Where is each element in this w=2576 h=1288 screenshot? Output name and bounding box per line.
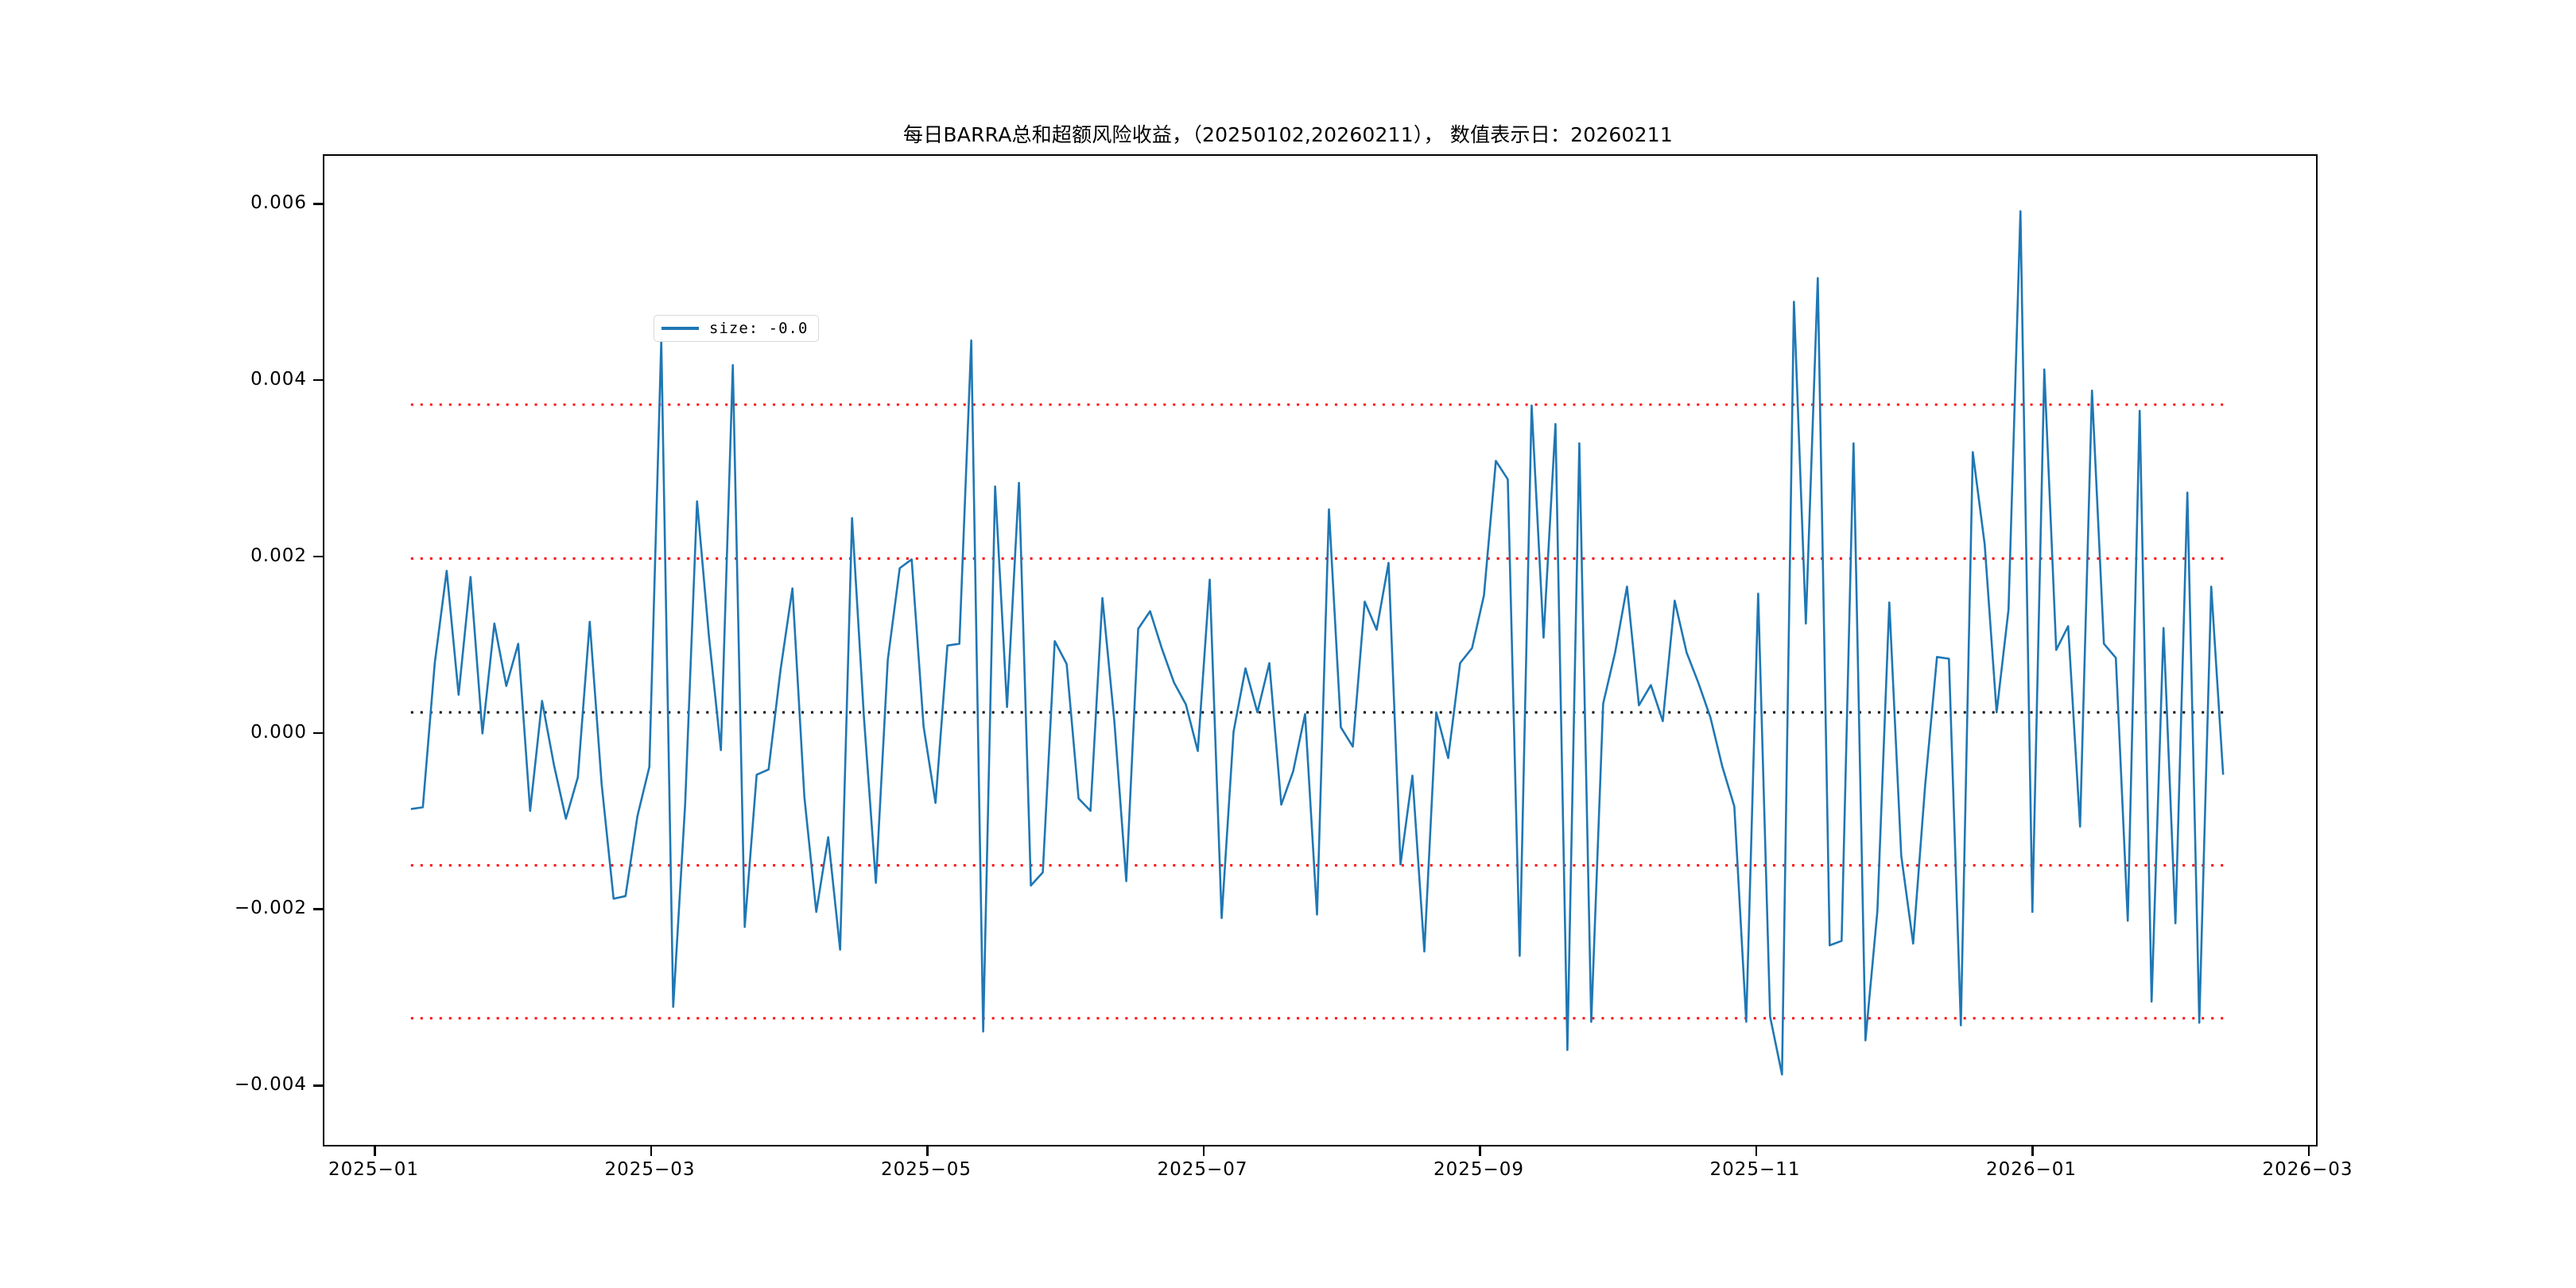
- plot-area: size: -0.0: [323, 154, 2318, 1146]
- x-axis-tick-label: 2025−09: [1433, 1159, 1525, 1180]
- x-axis-tick-mark: [1202, 1146, 1205, 1156]
- y-axis-tick-mark: [313, 378, 323, 382]
- x-axis-tick-mark: [374, 1146, 376, 1156]
- x-axis-tick-mark: [1479, 1146, 1481, 1156]
- x-axis-tick-label: 2026−03: [2262, 1159, 2353, 1180]
- x-axis-tick-label: 2025−03: [604, 1159, 696, 1180]
- y-axis-tick-label: 0.002: [250, 545, 307, 566]
- x-axis-tick-mark: [650, 1146, 653, 1156]
- y-axis-tick-mark: [313, 203, 323, 205]
- x-axis-tick-mark: [2307, 1146, 2310, 1156]
- y-axis-tick-mark: [313, 555, 323, 558]
- y-axis-tick-mark: [313, 731, 323, 735]
- legend-label: size: -0.0: [709, 320, 809, 337]
- line-series-size: [410, 210, 2225, 1076]
- y-axis-tick-mark: [313, 1084, 323, 1087]
- x-axis-tick-label: 2025−11: [1709, 1159, 1801, 1180]
- x-axis-tick-label: 2026−01: [1985, 1159, 2077, 1180]
- y-axis-tick-label: 0.000: [250, 721, 307, 743]
- x-axis-tick-mark: [926, 1146, 929, 1156]
- x-axis-tick-label: 2025−07: [1157, 1159, 1248, 1180]
- legend[interactable]: size: -0.0: [654, 315, 820, 342]
- y-axis-tick-label: 0.004: [250, 368, 307, 390]
- legend-color-swatch: [661, 327, 699, 330]
- reference-lines: [410, 403, 2225, 1020]
- page-title: 每日BARRA总和超额风险收益，（20250102,20260211）， 数值表…: [903, 123, 1673, 146]
- x-axis-tick-mark: [2031, 1146, 2034, 1156]
- x-axis-tick-label: 2025−01: [328, 1159, 420, 1180]
- y-axis-tick-label: 0.006: [250, 192, 307, 213]
- y-axis-tick-label: −0.004: [234, 1074, 307, 1096]
- y-axis-tick-label: −0.002: [234, 898, 307, 919]
- series-canvas: [410, 210, 2225, 1076]
- y-axis-tick-labels: 0.006 0.004 0.002 0.000 −0.002 −0.004: [135, 154, 307, 1146]
- x-axis-tick-label: 2025−05: [880, 1159, 972, 1180]
- y-axis-tick-mark: [313, 908, 323, 911]
- x-axis-tick-mark: [1755, 1146, 1758, 1156]
